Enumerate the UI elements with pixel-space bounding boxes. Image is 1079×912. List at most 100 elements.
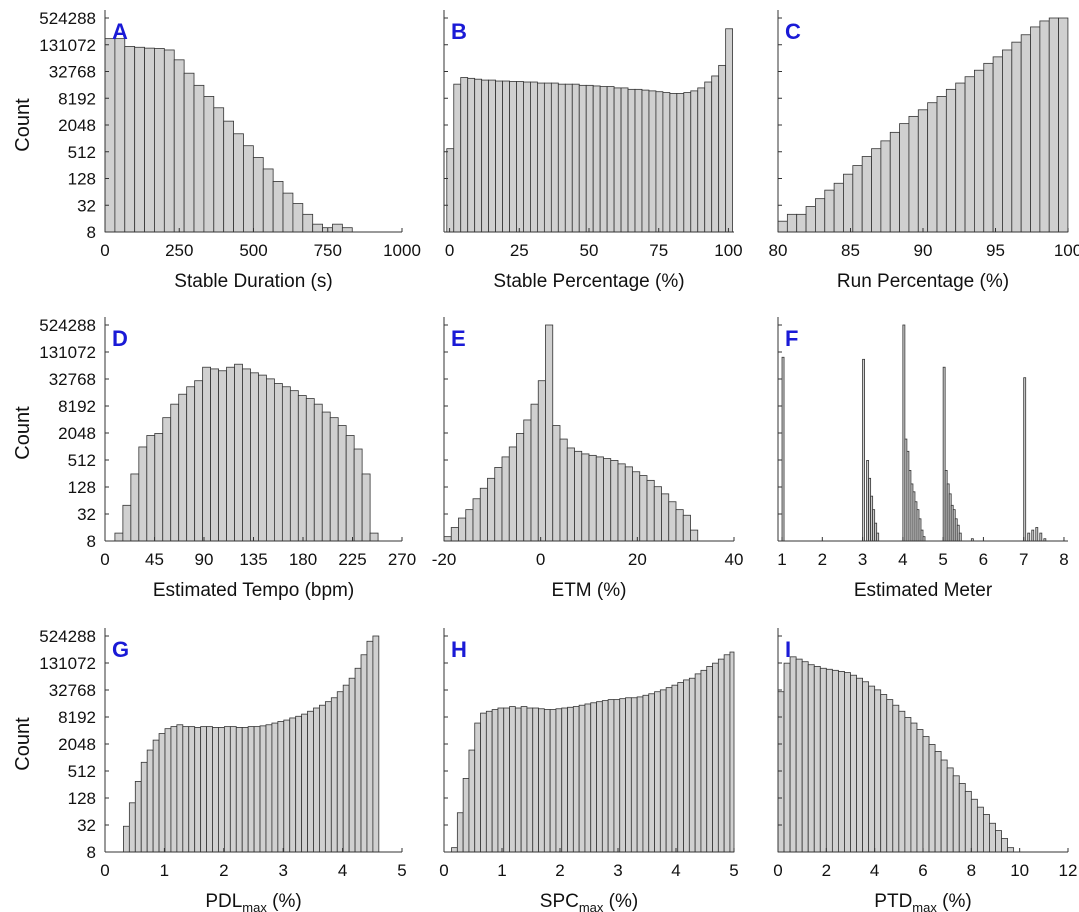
histogram-bar xyxy=(271,722,279,853)
panel-letter: B xyxy=(451,19,467,44)
histogram-bar xyxy=(163,49,175,233)
histogram-bar xyxy=(642,694,650,853)
histogram-bar xyxy=(648,90,657,233)
histogram-bar xyxy=(927,102,938,233)
x-tick-label: 0 xyxy=(536,550,545,569)
x-tick-label: 20 xyxy=(628,550,647,569)
histogram-bar xyxy=(892,704,900,853)
histogram-bar xyxy=(545,324,554,542)
histogram-bar xyxy=(1002,49,1013,233)
histogram-bar xyxy=(723,654,731,853)
histogram-bar xyxy=(273,383,283,542)
panel-letter: I xyxy=(785,637,791,662)
histogram-bar xyxy=(491,709,499,853)
histogram-bar xyxy=(824,189,835,233)
histogram-bar xyxy=(462,778,470,853)
histogram-bar xyxy=(178,393,188,542)
histogram-bar xyxy=(247,726,255,853)
histogram-bar xyxy=(259,725,267,853)
x-tick-label: 75 xyxy=(649,241,668,260)
histogram-bar xyxy=(630,697,638,853)
histogram-bar xyxy=(632,471,641,542)
histogram-bar xyxy=(717,658,725,853)
histogram-bar xyxy=(289,390,299,542)
x-tick-label: 40 xyxy=(725,550,744,569)
histogram-bar xyxy=(886,699,894,853)
y-tick-label: 8192 xyxy=(58,708,96,727)
histogram-bar xyxy=(218,727,225,853)
histogram-bar xyxy=(467,77,476,233)
histogram-bar xyxy=(777,220,788,233)
histogram-bar xyxy=(694,673,702,853)
panel-letter: D xyxy=(112,326,128,351)
histogram-bar xyxy=(509,706,516,853)
histogram-bar xyxy=(819,667,827,853)
histogram-bar xyxy=(567,706,574,853)
histogram-bar xyxy=(578,704,586,853)
histogram-bar xyxy=(648,693,655,853)
histogram-bar xyxy=(474,722,481,853)
histogram-bar xyxy=(233,133,244,233)
histogram-bar xyxy=(223,726,231,853)
histogram-bar xyxy=(162,417,172,542)
y-tick-label: 8 xyxy=(87,223,96,242)
histogram-bar xyxy=(329,417,339,542)
histogram-bar xyxy=(557,83,566,233)
histogram-bar xyxy=(1030,26,1041,233)
histogram-bar xyxy=(682,514,691,542)
histogram-bar xyxy=(262,168,274,233)
histogram-bar xyxy=(301,713,308,853)
histogram-bar xyxy=(936,96,947,233)
histogram-bar xyxy=(786,213,798,233)
panel-c: 80 85 90 95 100 Run Percentage (%) C xyxy=(769,10,1079,292)
histogram-bar xyxy=(508,446,517,542)
x-tick-label: 1 xyxy=(497,861,506,880)
histogram-bar xyxy=(134,781,142,853)
histogram-bar xyxy=(995,830,1002,853)
histogram-bar xyxy=(571,83,580,233)
histogram-bar xyxy=(641,89,650,233)
histogram-bar xyxy=(1039,532,1043,542)
histogram-bar xyxy=(305,398,315,542)
histogram-bar xyxy=(497,707,505,853)
histogram-bar xyxy=(617,463,626,542)
histogram-bar xyxy=(1001,838,1008,853)
histogram-bar xyxy=(124,46,136,233)
histogram-bar xyxy=(688,677,696,853)
histogram-bar xyxy=(206,726,213,853)
x-tick-label: 8 xyxy=(967,861,976,880)
histogram-bar xyxy=(203,96,215,233)
histogram-bar xyxy=(620,87,629,233)
histogram-bar xyxy=(659,689,667,853)
x-tick-label: 3 xyxy=(858,550,867,569)
histogram-bar xyxy=(302,213,314,233)
histogram-bar xyxy=(581,453,590,542)
y-axis-label: Count xyxy=(12,406,34,460)
histogram-bar xyxy=(265,724,273,853)
histogram-bar xyxy=(266,378,275,542)
histogram-bar xyxy=(874,689,882,853)
y-tick-label: 512 xyxy=(68,451,96,470)
panel-letter: E xyxy=(451,326,466,351)
histogram-bar xyxy=(655,91,664,233)
histogram-bar xyxy=(613,699,621,853)
y-tick-label: 2048 xyxy=(58,735,96,754)
histogram-bar xyxy=(250,372,259,542)
histogram-bar xyxy=(700,669,708,853)
histogram-bar xyxy=(916,729,924,853)
histogram-bar xyxy=(170,403,180,542)
histogram-bar xyxy=(983,62,994,233)
histogram-bar xyxy=(277,721,285,853)
histogram-bar xyxy=(683,679,690,853)
x-tick-label: 5 xyxy=(729,861,738,880)
histogram-bar xyxy=(706,666,713,853)
histogram-bar xyxy=(669,93,678,233)
x-tick-label: 135 xyxy=(239,550,267,569)
histogram-bar xyxy=(494,467,503,542)
histogram-bar xyxy=(625,697,632,853)
histogram-bar xyxy=(154,48,165,233)
histogram-bar xyxy=(281,386,291,542)
histogram-bar xyxy=(468,749,476,853)
x-tick-label: 0 xyxy=(439,861,448,880)
histogram-bar xyxy=(253,726,261,853)
